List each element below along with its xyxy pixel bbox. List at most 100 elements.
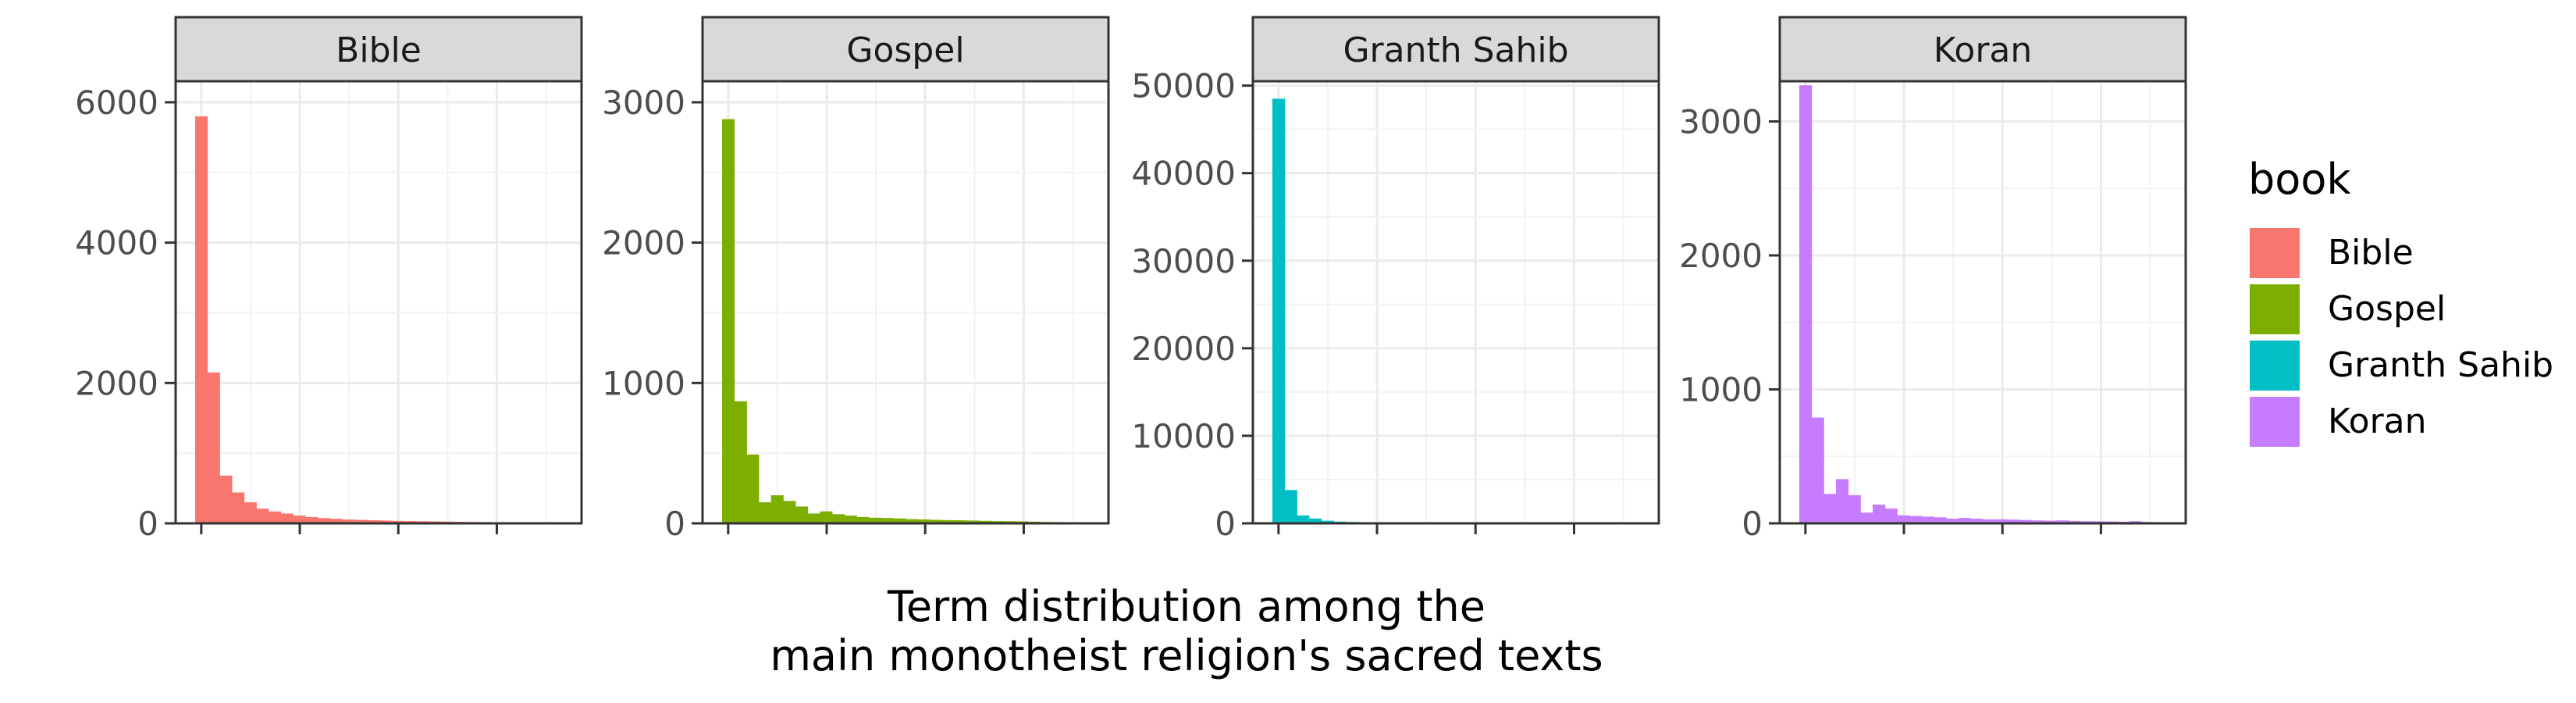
bar bbox=[1946, 518, 1959, 523]
bar bbox=[1272, 98, 1286, 524]
bar bbox=[1909, 516, 1923, 523]
panel-background bbox=[176, 81, 582, 523]
bar bbox=[1823, 494, 1837, 523]
y-tick-label: 2000 bbox=[602, 224, 685, 262]
facet-strip-label: Granth Sahib bbox=[1343, 30, 1568, 70]
y-tick-label: 0 bbox=[664, 505, 685, 543]
bar bbox=[329, 519, 343, 523]
bar bbox=[2068, 520, 2081, 523]
legend-key bbox=[2250, 397, 2300, 447]
bar bbox=[1297, 515, 1310, 523]
bar bbox=[770, 495, 784, 523]
y-tick-label: 40000 bbox=[1131, 155, 1236, 193]
bar bbox=[305, 516, 318, 523]
bar bbox=[2056, 520, 2069, 523]
facet-panel-koran: Koran 0 1000 2000 3000 bbox=[1679, 16, 2187, 543]
facet-strip-label: Bible bbox=[336, 30, 422, 70]
bar bbox=[942, 519, 955, 523]
facet-panel-bible: Bible 0 2000 4000 6000 bbox=[75, 16, 583, 543]
panel-background bbox=[1780, 81, 2186, 523]
legend-key bbox=[2250, 284, 2300, 334]
bar bbox=[390, 520, 404, 523]
bar bbox=[2007, 519, 2020, 523]
histogram-bars bbox=[722, 119, 1090, 523]
y-tick-label: 2000 bbox=[75, 364, 158, 402]
bar bbox=[2031, 520, 2044, 523]
bar bbox=[2019, 519, 2033, 523]
facet-panels: Bible 0 2000 4000 6000 Gospel 0 1000 2000 3000 Gra… bbox=[75, 16, 2187, 543]
y-tick-label: 3000 bbox=[602, 84, 685, 122]
y-tick-label: 0 bbox=[137, 505, 158, 543]
bar bbox=[293, 516, 306, 523]
bar bbox=[783, 501, 796, 523]
bar bbox=[869, 517, 882, 523]
bar bbox=[1811, 417, 1824, 523]
bar bbox=[354, 519, 367, 523]
bar bbox=[930, 519, 943, 523]
facet-strip bbox=[1778, 16, 2187, 83]
bar bbox=[795, 506, 809, 523]
y-tick-label: 0 bbox=[1215, 505, 1236, 543]
bar bbox=[1309, 518, 1322, 523]
facet-panel-granth-sahib: Granth Sahib 0 10000 20000 30000 40000 50000 bbox=[1131, 16, 1660, 543]
legend: book Bible Gospel Granth Sahib Koran bbox=[2248, 155, 2553, 447]
legend-key bbox=[2250, 341, 2300, 391]
panel-background bbox=[1253, 81, 1659, 523]
bar bbox=[1958, 518, 1971, 523]
bar bbox=[219, 475, 233, 523]
legend-title: book bbox=[2248, 155, 2351, 204]
y-tick-label: 30000 bbox=[1131, 242, 1236, 280]
legend-key bbox=[2250, 228, 2300, 278]
facet-strip-label: Koran bbox=[1934, 30, 2033, 70]
y-tick-label: 4000 bbox=[75, 224, 158, 262]
bar bbox=[2044, 520, 2057, 523]
bar bbox=[1884, 509, 1898, 523]
bar bbox=[893, 518, 906, 523]
bar bbox=[195, 116, 208, 523]
bar bbox=[1836, 479, 1849, 523]
bar bbox=[244, 502, 257, 523]
bar bbox=[317, 518, 330, 523]
legend-entry-label: Gospel bbox=[2328, 289, 2446, 329]
panel-background bbox=[703, 81, 1108, 523]
x-axis-title-line-1: Term distribution among the bbox=[887, 582, 1485, 631]
y-tick-label: 20000 bbox=[1131, 330, 1236, 368]
bar bbox=[1799, 85, 1813, 524]
y-tick-label: 0 bbox=[1742, 505, 1763, 543]
y-tick-label: 10000 bbox=[1131, 417, 1236, 455]
bar bbox=[232, 492, 245, 523]
facet-strip bbox=[701, 16, 1110, 83]
bar bbox=[746, 454, 760, 523]
histogram-bars bbox=[195, 116, 563, 523]
bar bbox=[1897, 515, 1910, 523]
bar bbox=[844, 516, 857, 523]
bar bbox=[807, 513, 820, 523]
facet-strip bbox=[174, 16, 583, 83]
bar bbox=[1983, 519, 1996, 523]
bar bbox=[734, 401, 747, 523]
facet-strip-label: Gospel bbox=[846, 30, 964, 70]
bar bbox=[269, 511, 282, 523]
bar bbox=[954, 520, 967, 523]
bar bbox=[379, 520, 392, 523]
bar bbox=[1848, 494, 1861, 523]
bar bbox=[280, 513, 294, 523]
y-tick-label: 2000 bbox=[1679, 237, 1763, 275]
x-axis-title-line-2: main monotheist religion's sacred texts bbox=[770, 631, 1603, 680]
legend-entry-label: Granth Sahib bbox=[2328, 345, 2553, 385]
bar bbox=[1994, 519, 2008, 523]
bar bbox=[366, 519, 379, 523]
bar bbox=[207, 372, 220, 523]
facet-strip bbox=[1251, 16, 1660, 83]
histogram-bars bbox=[1799, 85, 2167, 524]
bar bbox=[1860, 512, 1873, 523]
bar bbox=[1873, 504, 1886, 523]
bar bbox=[966, 520, 980, 523]
legend-entry-label: Koran bbox=[2328, 401, 2427, 441]
bar bbox=[832, 514, 845, 523]
bar bbox=[906, 519, 919, 523]
bar bbox=[342, 519, 355, 523]
x-axis-title: Term distribution among the main monothe… bbox=[770, 582, 1603, 680]
bar bbox=[820, 511, 833, 523]
